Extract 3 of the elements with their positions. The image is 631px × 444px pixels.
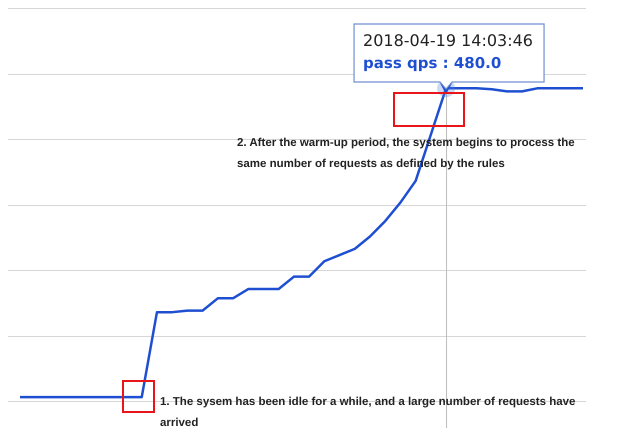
text: 2018-04-19 14:03:46 [363, 31, 533, 50]
annotation: 1. The sysem has been idle for a while, and a large number of requests have arrived [160, 395, 576, 431]
text: pass qps : 480.0 [363, 54, 502, 72]
